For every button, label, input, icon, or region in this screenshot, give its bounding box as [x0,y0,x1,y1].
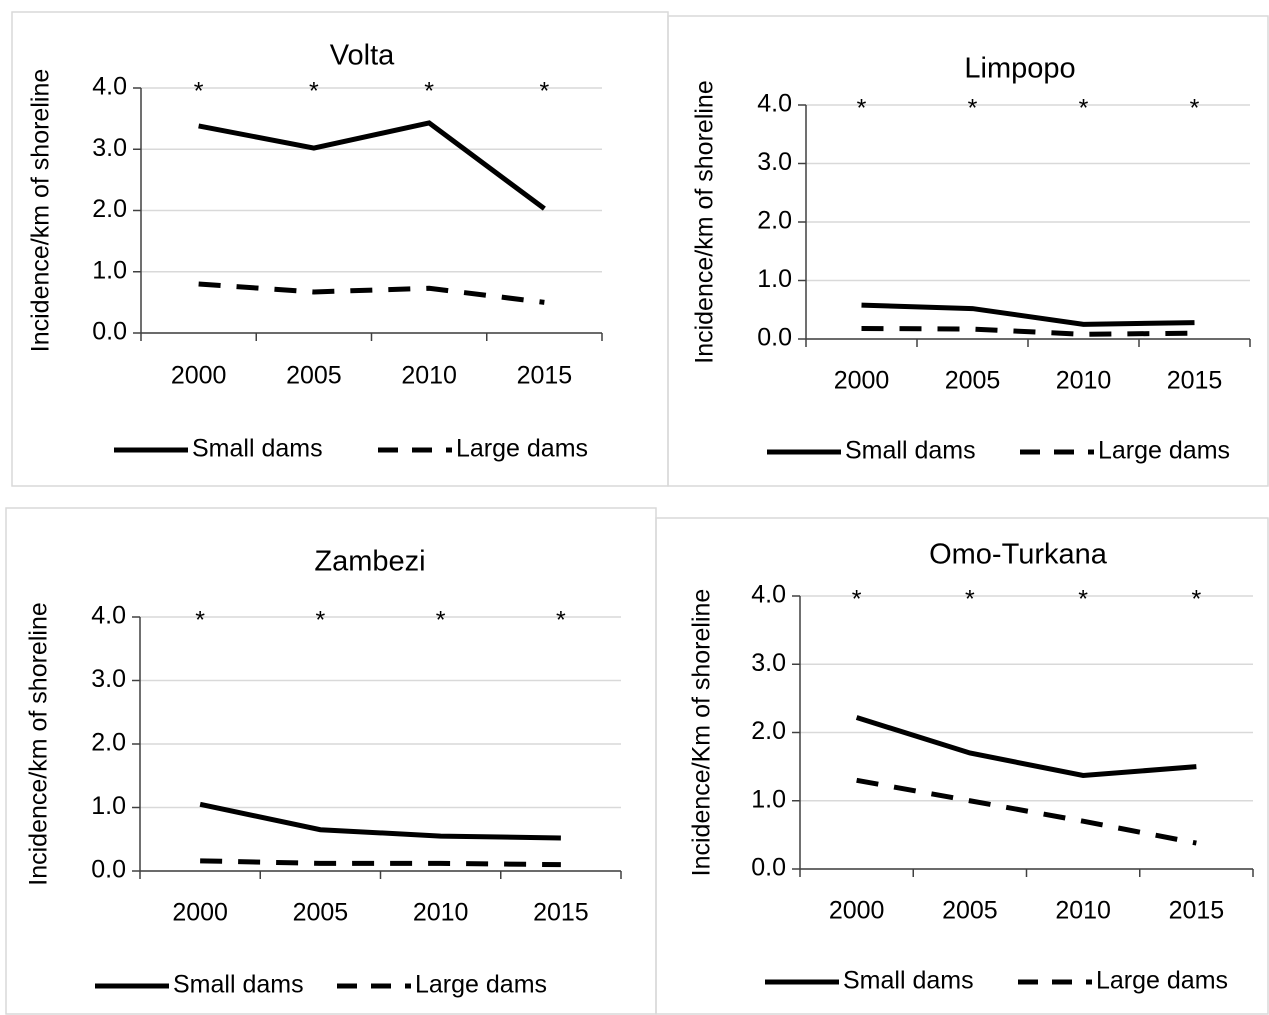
legend-label: Small dams [845,437,976,465]
x-tick-label: 2010 [401,362,457,390]
y-tick-label: 4.0 [92,73,127,101]
legend-label: Small dams [843,967,974,995]
legend-label: Large dams [456,435,588,463]
significance-mark: * [556,607,566,635]
y-tick-label: 3.0 [751,649,786,677]
x-tick-label: 2005 [293,899,349,927]
significance-mark: * [540,78,550,106]
significance-mark: * [195,607,205,635]
x-tick-label: 2000 [171,362,227,390]
y-tick-label: 0.0 [757,324,792,352]
significance-mark: * [1192,586,1202,614]
significance-mark: * [194,78,204,106]
y-tick-label: 0.0 [751,854,786,882]
legend-label: Large dams [1098,437,1230,465]
y-tick-label: 1.0 [757,265,792,293]
y-axis-label: Incidence/km of shoreline [691,80,719,363]
x-tick-label: 2010 [1056,367,1112,395]
y-tick-label: 2.0 [91,729,126,757]
significance-mark: * [316,607,326,635]
significance-mark: * [968,95,978,123]
x-tick-label: 2010 [1055,897,1111,925]
significance-mark: * [309,78,319,106]
series-line [198,281,545,305]
x-tick-label: 2010 [413,899,469,927]
legend-label: Small dams [192,435,323,463]
significance-mark: * [965,586,975,614]
significance-mark: * [1190,95,1200,123]
y-tick-label: 2.0 [757,207,792,235]
y-tick-label: 0.0 [91,856,126,884]
x-tick-label: 2015 [533,899,589,927]
y-tick-label: 4.0 [757,90,792,118]
y-tick-label: 4.0 [91,602,126,630]
legend-label: Small dams [173,971,304,999]
chart-title: Volta [330,40,395,72]
panel-border [667,15,1269,487]
x-tick-label: 2005 [942,897,998,925]
y-tick-label: 0.0 [92,318,127,346]
series-line [861,325,1195,337]
y-axis-label: Incidence/km of shoreline [27,69,55,352]
x-tick-label: 2005 [286,362,342,390]
y-tick-label: 1.0 [91,792,126,820]
significance-mark: * [436,607,446,635]
series-line [199,801,561,841]
panel-border [655,517,1269,1015]
x-tick-label: 2015 [1167,367,1223,395]
x-tick-label: 2015 [1169,897,1225,925]
x-tick-label: 2015 [517,362,573,390]
y-tick-label: 1.0 [751,785,786,813]
significance-mark: * [1079,95,1089,123]
chart-title: Zambezi [314,546,425,578]
y-tick-label: 3.0 [91,665,126,693]
legend-label: Large dams [415,971,547,999]
y-axis-label: Incidence/km of shoreline [25,602,53,885]
legend-label: Large dams [1096,967,1228,995]
series-line [198,120,546,211]
significance-mark: * [1078,586,1088,614]
y-tick-label: 2.0 [751,717,786,745]
significance-mark: * [424,78,434,106]
x-tick-label: 2000 [834,367,890,395]
y-axis-label: Incidence/Km of shoreline [688,589,716,877]
y-tick-label: 1.0 [92,256,127,284]
series-line [200,858,561,868]
y-tick-label: 2.0 [92,195,127,223]
series-line [856,777,1197,846]
y-tick-label: 3.0 [92,134,127,162]
significance-mark: * [852,586,862,614]
x-tick-label: 2005 [945,367,1001,395]
y-tick-label: 3.0 [757,148,792,176]
x-tick-label: 2000 [172,899,228,927]
chart-title: Omo-Turkana [929,539,1108,571]
series-line [861,302,1195,327]
chart-title: Limpopo [964,53,1075,85]
panel-border [5,507,657,1015]
series-line [855,715,1197,779]
significance-mark: * [857,95,867,123]
x-tick-label: 2000 [829,897,885,925]
y-tick-label: 4.0 [751,581,786,609]
